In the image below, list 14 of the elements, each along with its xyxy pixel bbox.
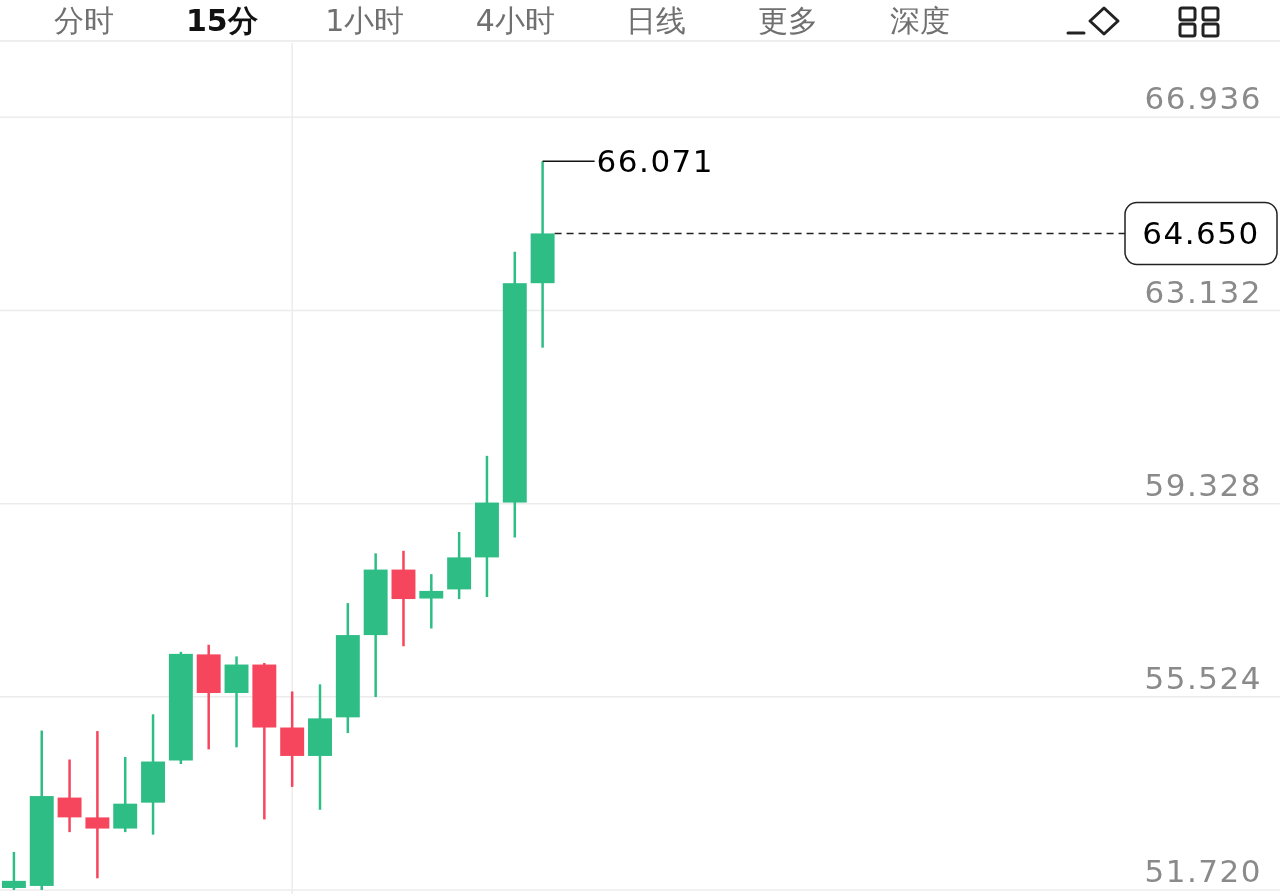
y-tick-label: 55.524	[1144, 659, 1262, 696]
text: 深度	[890, 3, 951, 38]
text: 4小时	[475, 3, 555, 38]
ref-line-label: 64.650	[1142, 215, 1260, 252]
y-tick-label: 66.936	[1144, 80, 1262, 117]
y-tick-label: 51.720	[1144, 853, 1262, 889]
text: 分时	[54, 3, 114, 38]
y-tick-label: 63.132	[1144, 273, 1262, 310]
text: 1小时	[325, 3, 405, 38]
text: 日线	[626, 3, 687, 38]
text: 15分	[186, 3, 258, 38]
y-tick-label: 59.328	[1144, 466, 1262, 503]
text: 更多	[758, 3, 819, 38]
annotation: 66.071	[596, 143, 715, 180]
